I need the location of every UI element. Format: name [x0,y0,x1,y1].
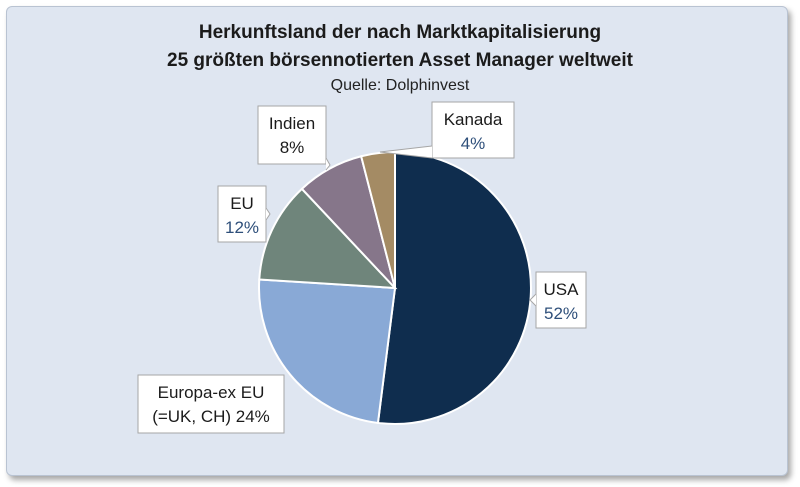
callout-box [257,105,327,165]
callout-pointer [265,207,271,221]
pie-slice-eu [258,187,398,290]
slice-label: Indien [269,114,315,133]
callout-box [137,374,285,434]
slice-value-label: 12% [225,218,259,237]
slice-value-label: 52% [544,304,578,323]
pie-slices [258,150,532,425]
slice-value-label: 4% [461,134,486,153]
slice-value-label: (=UK, CH) 24% [152,407,270,426]
pie-callouts: USA 52% Europa-ex EU (=UK, CH) 24% EU 12% Indi… [137,101,587,434]
chart-title-line2: 25 größten börsennotierten Asset Manager… [167,50,633,71]
slice-label: USA [544,280,580,299]
slice-label: Kanada [444,110,503,129]
chart-title-line1: Herkunftsland der nach Marktkapitalisier… [198,22,602,43]
callout-pointer [325,157,331,171]
callout-box [217,185,267,243]
callout-eu: EU 12% [217,185,271,243]
callout-indien: Indien 8% [257,105,331,171]
slice-label: EU [230,194,254,213]
pie-slice-europa-ex-eu [258,278,397,425]
callout-pointer [379,145,433,159]
callout-kanada: Kanada 4% [379,101,515,159]
callout-usa: USA 52% [529,271,587,329]
callout-europa-ex-eu: Europa-ex EU (=UK, CH) 24% [137,374,285,434]
slice-value-label: 8% [280,138,305,157]
callout-pointer [529,293,537,307]
slice-label: Europa-ex EU [158,383,265,402]
pie-slice-usa [376,150,532,425]
callout-box [431,101,515,159]
chart-subtitle: Quelle: Dolphinvest [330,77,470,94]
